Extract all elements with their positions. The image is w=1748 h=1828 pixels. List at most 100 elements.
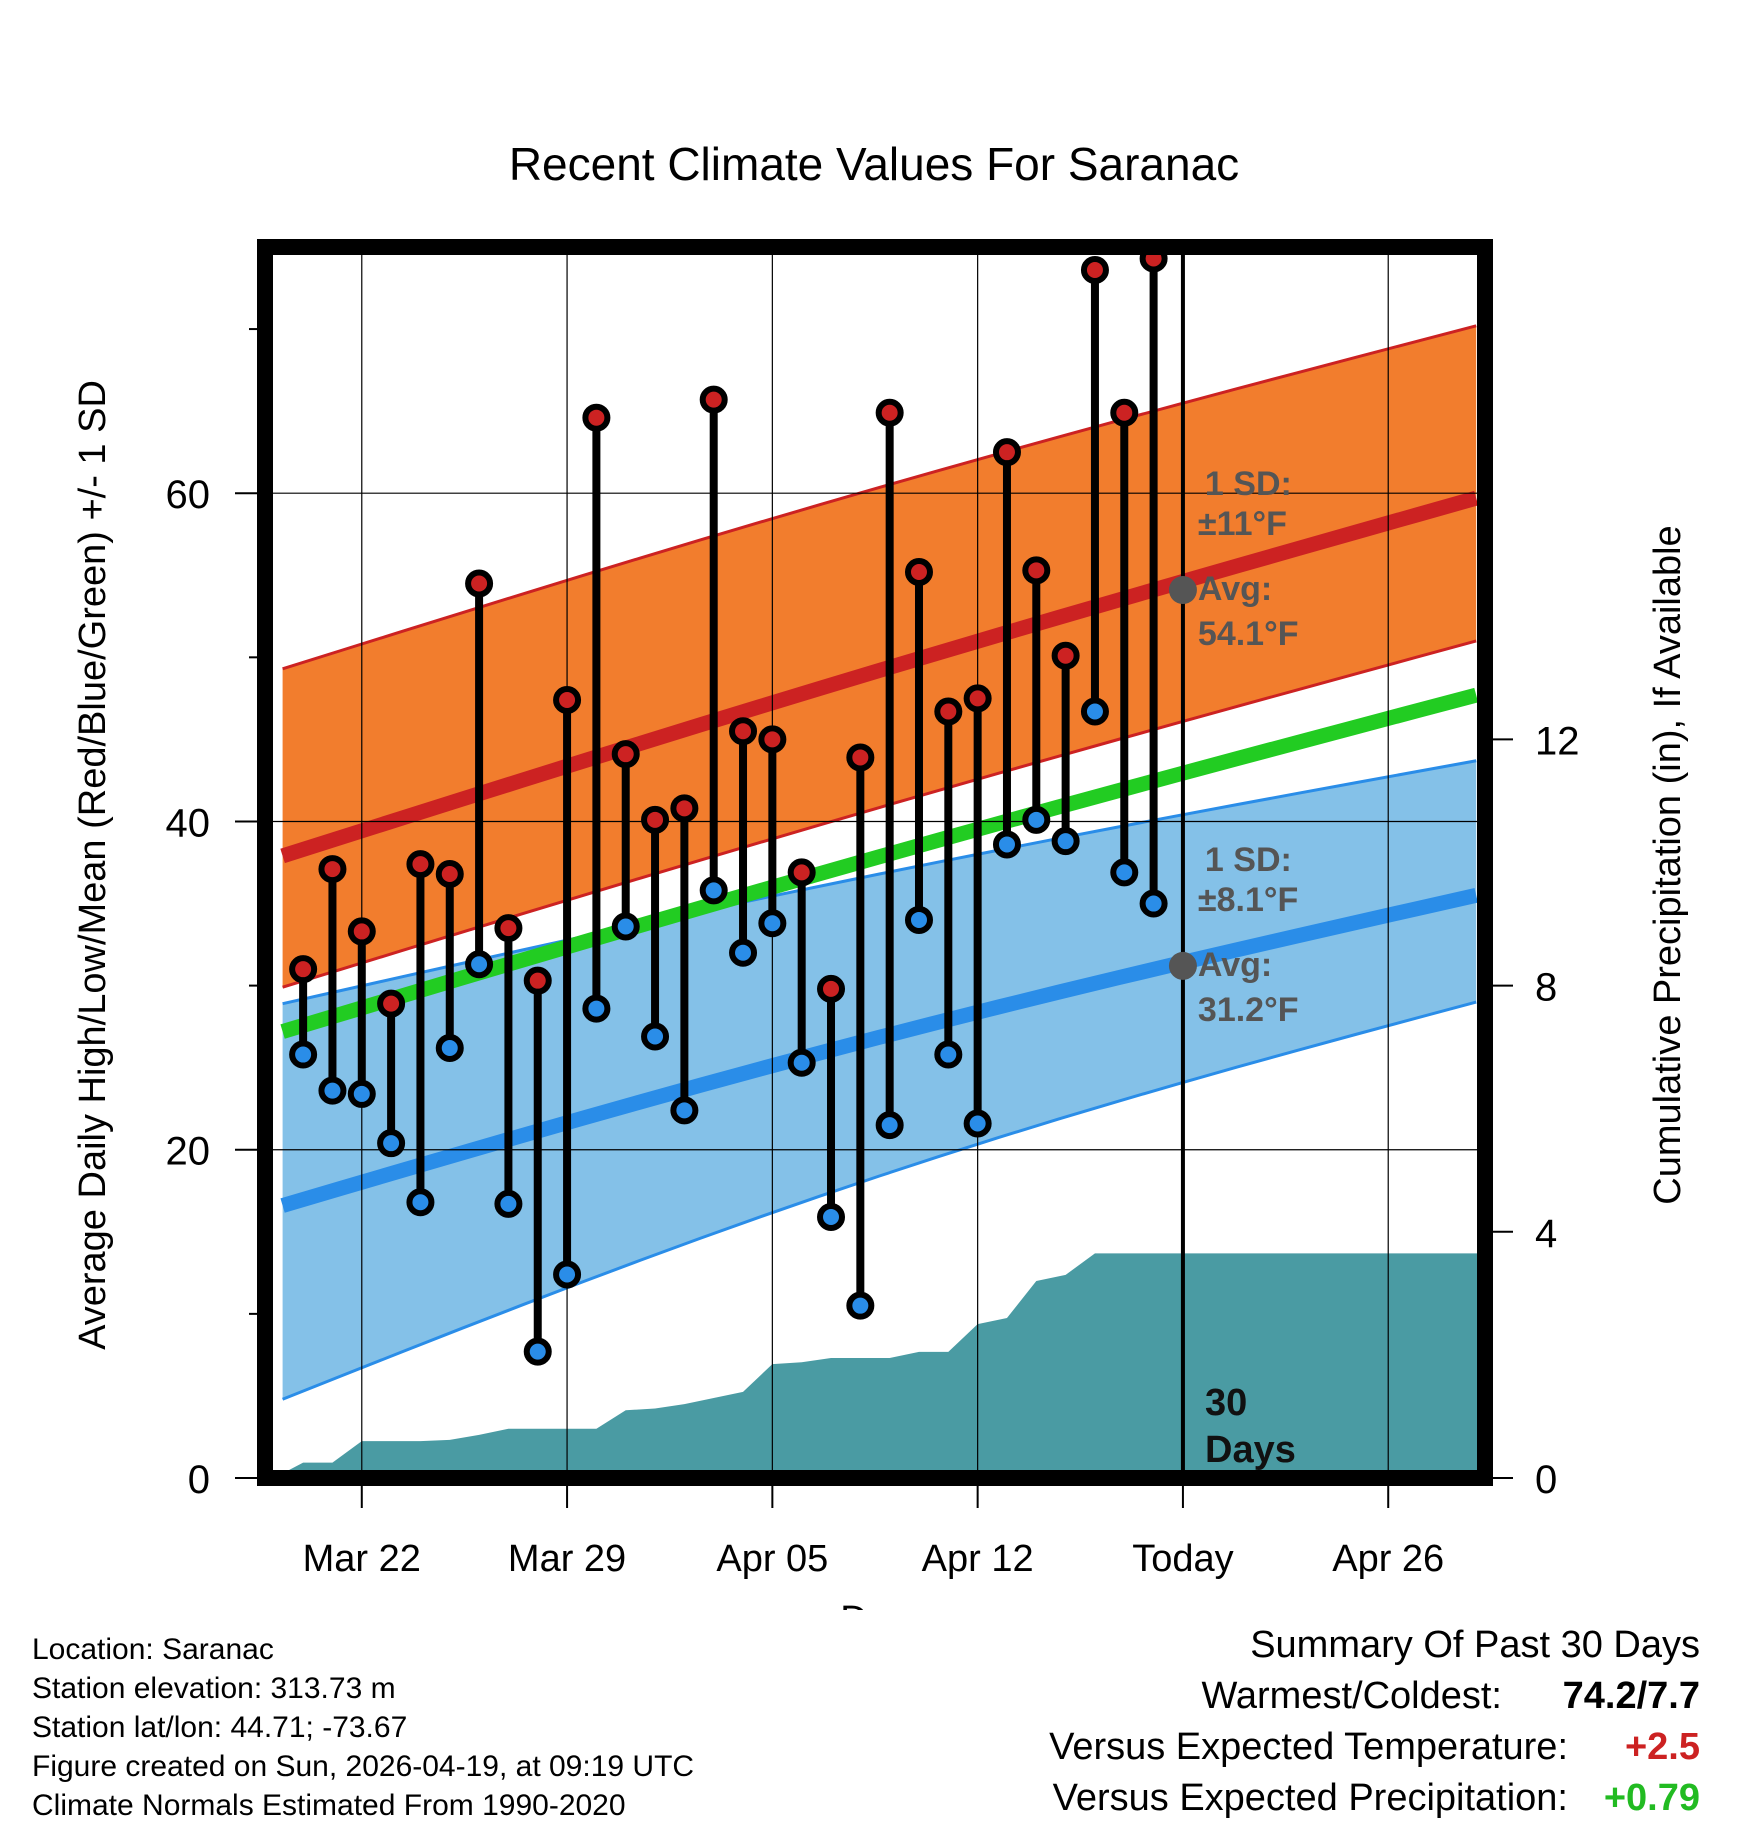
high-point xyxy=(494,914,523,943)
high-point xyxy=(1110,398,1139,427)
high-annotation-text-3: 54.1°F xyxy=(1198,615,1299,653)
high-point xyxy=(787,858,816,887)
y-tick-label: 20 xyxy=(166,1130,211,1174)
y2-axis-label: Cumulative Precipitation (in), If Availa… xyxy=(1647,525,1689,1204)
low-annotation-text-3: 31.2°F xyxy=(1198,991,1299,1029)
low-point xyxy=(1080,697,1109,726)
high-point xyxy=(611,740,640,769)
high-point xyxy=(289,955,318,984)
low-point xyxy=(729,938,758,967)
x-tick-label: Apr 05 xyxy=(716,1538,828,1580)
x-axis-label: Day xyxy=(840,1599,908,1610)
info-normals: Climate Normals Estimated From 1990-2020 xyxy=(32,1789,626,1822)
low-point xyxy=(963,1109,992,1138)
low-point xyxy=(758,909,787,938)
y-tick-label: 0 xyxy=(188,1458,210,1502)
low-point xyxy=(992,830,1021,859)
high-annotation-text-1: ±11°F xyxy=(1198,505,1287,543)
axes: 0 20 40 60 0 4 8 12 Mar 22 Mar 29 Apr 05 Apr 12 Toda… xyxy=(166,239,1580,1580)
plot-frame xyxy=(257,239,1493,1486)
summary-temp-label: Versus Expected Temperature: xyxy=(1049,1726,1568,1768)
high-annotation-avg-dot xyxy=(1168,576,1197,605)
low-point xyxy=(817,1203,846,1232)
summary-temp-value: +2.5 xyxy=(1624,1726,1700,1768)
info-location: Location: Saranac xyxy=(32,1633,274,1666)
low-point xyxy=(1139,889,1168,918)
low-point xyxy=(406,1188,435,1217)
high-annotation-text-0: 1 SD: xyxy=(1205,465,1292,503)
y-tick-label: 40 xyxy=(166,801,211,845)
low-sd-band xyxy=(282,760,1477,1400)
x-tick-label: Apr 26 xyxy=(1332,1538,1444,1580)
x-tick-label: Today xyxy=(1132,1538,1233,1580)
low-point xyxy=(377,1129,406,1158)
high-point xyxy=(347,917,376,946)
low-point xyxy=(523,1337,552,1366)
low-point xyxy=(435,1033,464,1062)
high-point xyxy=(758,725,787,754)
high-point xyxy=(875,398,904,427)
high-point xyxy=(435,859,464,888)
low-mean-line xyxy=(280,888,1478,1213)
low-point xyxy=(641,1022,670,1051)
high-annotation-text-2: Avg: xyxy=(1198,570,1272,608)
low-point xyxy=(699,876,728,905)
low-annotation-avg-dot xyxy=(1168,951,1197,980)
high-point xyxy=(377,989,406,1018)
low-point xyxy=(875,1111,904,1140)
high-point xyxy=(641,805,670,834)
y2-tick-label: 12 xyxy=(1535,719,1580,763)
low-point xyxy=(904,905,933,934)
info-created: Figure created on Sun, 2026-04-19, at 09… xyxy=(32,1750,695,1783)
low-lower-line xyxy=(282,1000,1477,1401)
low-point xyxy=(582,994,611,1023)
high-point xyxy=(1051,641,1080,670)
info-latlon: Station lat/lon: 44.71; -73.67 xyxy=(32,1711,408,1744)
low-point xyxy=(846,1291,875,1320)
high-point xyxy=(582,403,611,432)
info-elevation: Station elevation: 313.73 m xyxy=(32,1672,396,1705)
low-point xyxy=(494,1189,523,1218)
low-point xyxy=(553,1260,582,1289)
high-point xyxy=(817,974,846,1003)
low-point xyxy=(465,950,494,979)
low-point xyxy=(1022,805,1051,834)
low-point xyxy=(1110,858,1139,887)
high-point xyxy=(523,966,552,995)
x-tick-label: Mar 22 xyxy=(303,1538,421,1580)
high-point xyxy=(934,697,963,726)
days-label-number: 30 xyxy=(1205,1382,1247,1424)
low-annotation-text-2: Avg: xyxy=(1198,946,1272,984)
high-point xyxy=(963,684,992,713)
summary-precip-label: Versus Expected Precipitation: xyxy=(1052,1777,1568,1819)
high-point xyxy=(406,850,435,879)
low-annotation-text-1: ±8.1°F xyxy=(1198,881,1298,919)
high-point xyxy=(699,385,728,414)
y2-tick-label: 4 xyxy=(1535,1212,1557,1256)
daily-range-stems xyxy=(299,258,1158,1352)
low-point xyxy=(787,1048,816,1077)
low-point xyxy=(1051,827,1080,856)
low-point xyxy=(670,1096,699,1125)
summary-title: Summary Of Past 30 Days xyxy=(1250,1624,1700,1666)
days-label-word: Days xyxy=(1205,1429,1296,1471)
chart-title: Recent Climate Values For Saranac xyxy=(509,138,1239,190)
summary-warmest-label: Warmest/Coldest: xyxy=(1201,1675,1502,1717)
high-point xyxy=(318,855,347,884)
high-point xyxy=(992,438,1021,467)
high-point xyxy=(846,743,875,772)
low-point xyxy=(347,1079,376,1108)
normal-bands xyxy=(280,324,1479,1401)
high-point xyxy=(553,686,582,715)
y-axis-label: Average Daily High/Low/Mean (Red/Blue/Gr… xyxy=(72,380,114,1350)
summary-warmest-value: 74.2/7.7 xyxy=(1562,1675,1700,1717)
high-point xyxy=(1022,556,1051,585)
low-point xyxy=(934,1040,963,1069)
high-point xyxy=(1080,255,1109,284)
y2-tick-label: 8 xyxy=(1535,966,1557,1010)
x-tick-label: Apr 12 xyxy=(922,1538,1034,1580)
high-point xyxy=(670,794,699,823)
low-point xyxy=(318,1076,347,1105)
high-point xyxy=(465,569,494,598)
